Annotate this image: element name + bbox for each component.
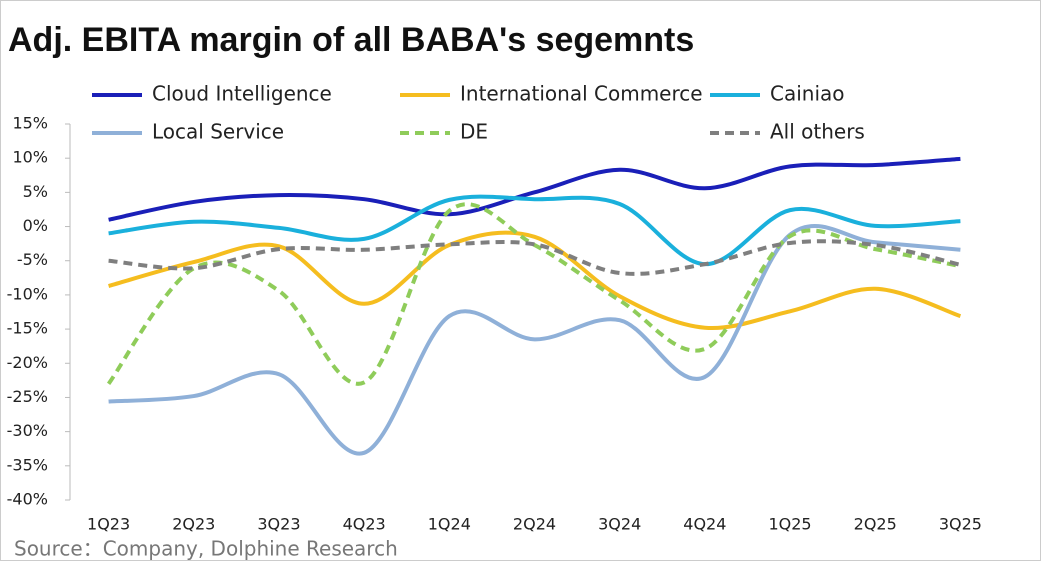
series-line — [106, 202, 961, 386]
chart-title: Adj. EBITA margin of all BABA's segemnts — [8, 21, 694, 59]
y-tick-label: -30% — [7, 421, 48, 440]
x-tick-label: 3Q25 — [939, 515, 982, 534]
x-tick-label: 1Q23 — [87, 515, 130, 534]
series-line — [108, 156, 961, 222]
y-tick-label: 10% — [12, 148, 48, 167]
y-tick-label: -25% — [7, 387, 48, 406]
y-tick-label: -20% — [7, 353, 48, 372]
y-tick-label: -40% — [7, 490, 48, 509]
x-tick-label: 4Q23 — [343, 515, 386, 534]
source: Source：Company, Dolphine Research — [14, 537, 398, 561]
x-tick-label: 2Q23 — [172, 515, 215, 534]
x-tick-label: 1Q25 — [768, 515, 811, 534]
y-tick-label: -15% — [7, 319, 48, 338]
legend-label: DE — [460, 120, 488, 144]
y-tick-label: -5% — [17, 250, 48, 269]
x-tick-label: 2Q25 — [854, 515, 897, 534]
x-tick-label: 4Q24 — [683, 515, 726, 534]
series-line — [108, 224, 961, 456]
y-tick-label: 0% — [23, 216, 48, 235]
x-tick-label: 2Q24 — [513, 515, 556, 534]
x-tick-label: 3Q24 — [598, 515, 641, 534]
legend-label: International Commerce — [460, 82, 703, 106]
x-tick-label: 3Q23 — [257, 515, 300, 534]
legend-label: Local Service — [152, 120, 284, 144]
series-line — [108, 230, 962, 331]
y-tick-label: 5% — [23, 182, 48, 201]
legend-label: Cainiao — [770, 82, 845, 106]
series-line — [108, 194, 961, 267]
y-tick-label: -35% — [7, 455, 48, 474]
x-tick-label: 1Q24 — [428, 515, 471, 534]
y-tick-label: 15% — [12, 114, 48, 133]
legend-label: Cloud Intelligence — [152, 82, 332, 106]
legend-label: All others — [770, 120, 865, 144]
y-tick-label: -10% — [7, 284, 48, 303]
